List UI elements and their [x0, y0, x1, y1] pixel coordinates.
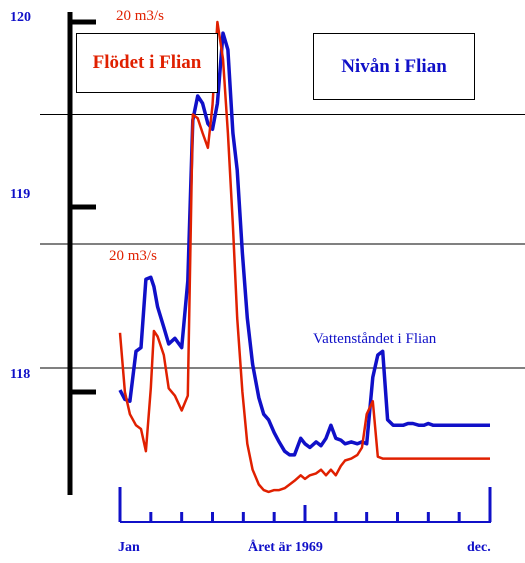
- legend-box-level: Nivån i Flian: [313, 33, 475, 100]
- flow-scale-annotation-mid: 20 m3/s: [109, 248, 157, 264]
- y-tick-label-118: 118: [10, 367, 31, 382]
- y-tick-label-119: 119: [10, 187, 31, 202]
- legend-box-flow: Flödet i Flian: [76, 33, 218, 93]
- x-label-dec: dec.: [467, 540, 491, 555]
- series-lines: [118, 20, 490, 494]
- level-annotation: Vattenståndet i Flian: [313, 331, 437, 347]
- x-label-jan: Jan: [118, 540, 140, 555]
- series-line-1: [118, 20, 490, 494]
- x-axis-title: Året är 1969: [248, 540, 323, 555]
- axes: [67, 12, 492, 523]
- flow-scale-annotation-top: 20 m3/s: [116, 8, 164, 24]
- grid-lines: [40, 114, 525, 369]
- series-line-0: [118, 31, 490, 457]
- y-tick-label-120: 120: [10, 10, 31, 25]
